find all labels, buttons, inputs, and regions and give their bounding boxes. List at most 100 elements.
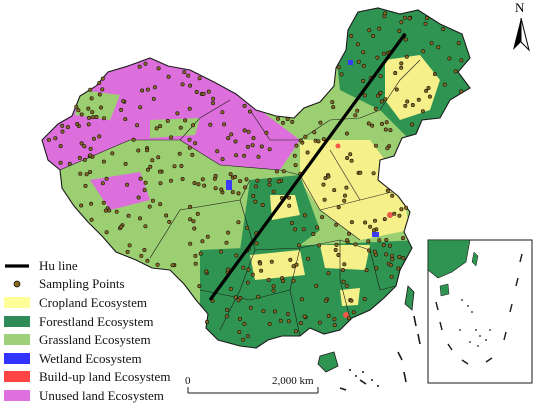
sampling-point xyxy=(233,295,238,300)
sampling-point xyxy=(233,174,238,179)
sampling-point xyxy=(384,120,389,125)
sampling-point xyxy=(281,169,286,174)
sampling-point xyxy=(371,228,376,233)
sampling-point xyxy=(316,139,321,144)
sampling-point xyxy=(330,100,335,105)
sampling-point xyxy=(234,153,239,158)
sampling-point xyxy=(123,161,128,166)
sampling-point xyxy=(456,41,461,46)
sampling-point xyxy=(150,198,155,203)
legend-item-hu-line: Hu line xyxy=(4,256,204,275)
sampling-point xyxy=(399,65,404,70)
sampling-point xyxy=(88,146,93,151)
sampling-point xyxy=(361,50,366,55)
sampling-point xyxy=(76,108,81,113)
sampling-point xyxy=(234,253,239,258)
sampling-point xyxy=(145,258,150,263)
sampling-point xyxy=(58,144,63,149)
province-boundaries xyxy=(59,59,421,337)
sampling-point xyxy=(339,72,344,77)
sampling-point xyxy=(326,271,331,276)
sampling-point xyxy=(276,179,281,184)
sampling-point xyxy=(188,217,193,222)
sampling-point xyxy=(367,28,372,33)
sampling-point xyxy=(260,203,265,208)
sampling-point xyxy=(336,65,341,70)
sampling-point xyxy=(301,227,306,232)
sampling-point xyxy=(379,121,384,126)
sampling-point xyxy=(370,123,375,128)
sampling-point xyxy=(362,296,367,301)
sampling-point xyxy=(142,248,147,253)
legend-label: Unused land Ecosystem xyxy=(39,387,164,403)
sampling-point xyxy=(317,243,322,248)
sampling-point xyxy=(423,21,428,26)
sampling-point xyxy=(353,242,358,247)
sampling-point xyxy=(58,160,63,165)
sampling-point xyxy=(373,143,378,148)
sampling-point xyxy=(226,267,231,272)
legend-label: Build-up land Ecosystem xyxy=(39,369,171,385)
sampling-point xyxy=(205,319,210,324)
sampling-point xyxy=(143,180,148,185)
sampling-point-symbol-icon xyxy=(4,278,30,289)
sampling-point xyxy=(372,218,377,223)
legend-label: Hu line xyxy=(39,257,78,273)
sampling-point xyxy=(323,298,328,303)
sampling-point xyxy=(187,137,192,142)
sampling-point xyxy=(238,316,243,321)
sampling-point xyxy=(345,238,350,243)
sampling-point xyxy=(179,164,184,169)
sampling-point xyxy=(266,277,271,282)
sampling-point xyxy=(344,131,349,136)
sampling-point xyxy=(334,242,339,247)
sampling-point xyxy=(255,178,260,183)
sampling-point xyxy=(241,265,246,270)
sampling-point xyxy=(222,122,227,127)
sampling-point xyxy=(166,74,171,79)
sampling-point xyxy=(191,219,196,224)
grassland-patch xyxy=(150,118,200,138)
sampling-point xyxy=(205,234,210,239)
sampling-point xyxy=(322,197,327,202)
sampling-point xyxy=(332,323,337,328)
sampling-point xyxy=(90,110,95,115)
sampling-point xyxy=(379,99,384,104)
sampling-point xyxy=(302,213,307,218)
sampling-point xyxy=(424,15,429,20)
sampling-point xyxy=(97,92,102,97)
sampling-point xyxy=(226,136,231,141)
sampling-point xyxy=(303,134,308,139)
sampling-point xyxy=(383,11,388,16)
sampling-point xyxy=(403,103,408,108)
sampling-point xyxy=(286,195,291,200)
sampling-point xyxy=(372,249,377,254)
sampling-point xyxy=(299,297,304,302)
legend-label: Forestland Ecosystem xyxy=(39,313,154,329)
scale-bar xyxy=(187,387,319,394)
sampling-point xyxy=(272,309,277,314)
sampling-point xyxy=(289,221,294,226)
sampling-point xyxy=(220,110,225,115)
sampling-point xyxy=(178,125,183,130)
sampling-point xyxy=(267,147,272,152)
sampling-point xyxy=(169,178,174,183)
sampling-point xyxy=(251,136,256,141)
sampling-point xyxy=(164,213,169,218)
sampling-point xyxy=(165,118,170,123)
sampling-point xyxy=(340,267,345,272)
south-sea-islets xyxy=(349,369,379,387)
sampling-point xyxy=(377,26,382,31)
legend-label: Sampling Points xyxy=(39,276,125,292)
sampling-point xyxy=(274,169,279,174)
sampling-point xyxy=(138,105,143,110)
sampling-point xyxy=(378,74,383,79)
sampling-point xyxy=(228,172,233,177)
sampling-point xyxy=(424,88,429,93)
sampling-point xyxy=(248,109,253,114)
sampling-point xyxy=(83,183,88,188)
sampling-point xyxy=(114,209,119,214)
sampling-point xyxy=(250,272,255,277)
sampling-point xyxy=(123,117,128,122)
sampling-point xyxy=(238,179,243,184)
